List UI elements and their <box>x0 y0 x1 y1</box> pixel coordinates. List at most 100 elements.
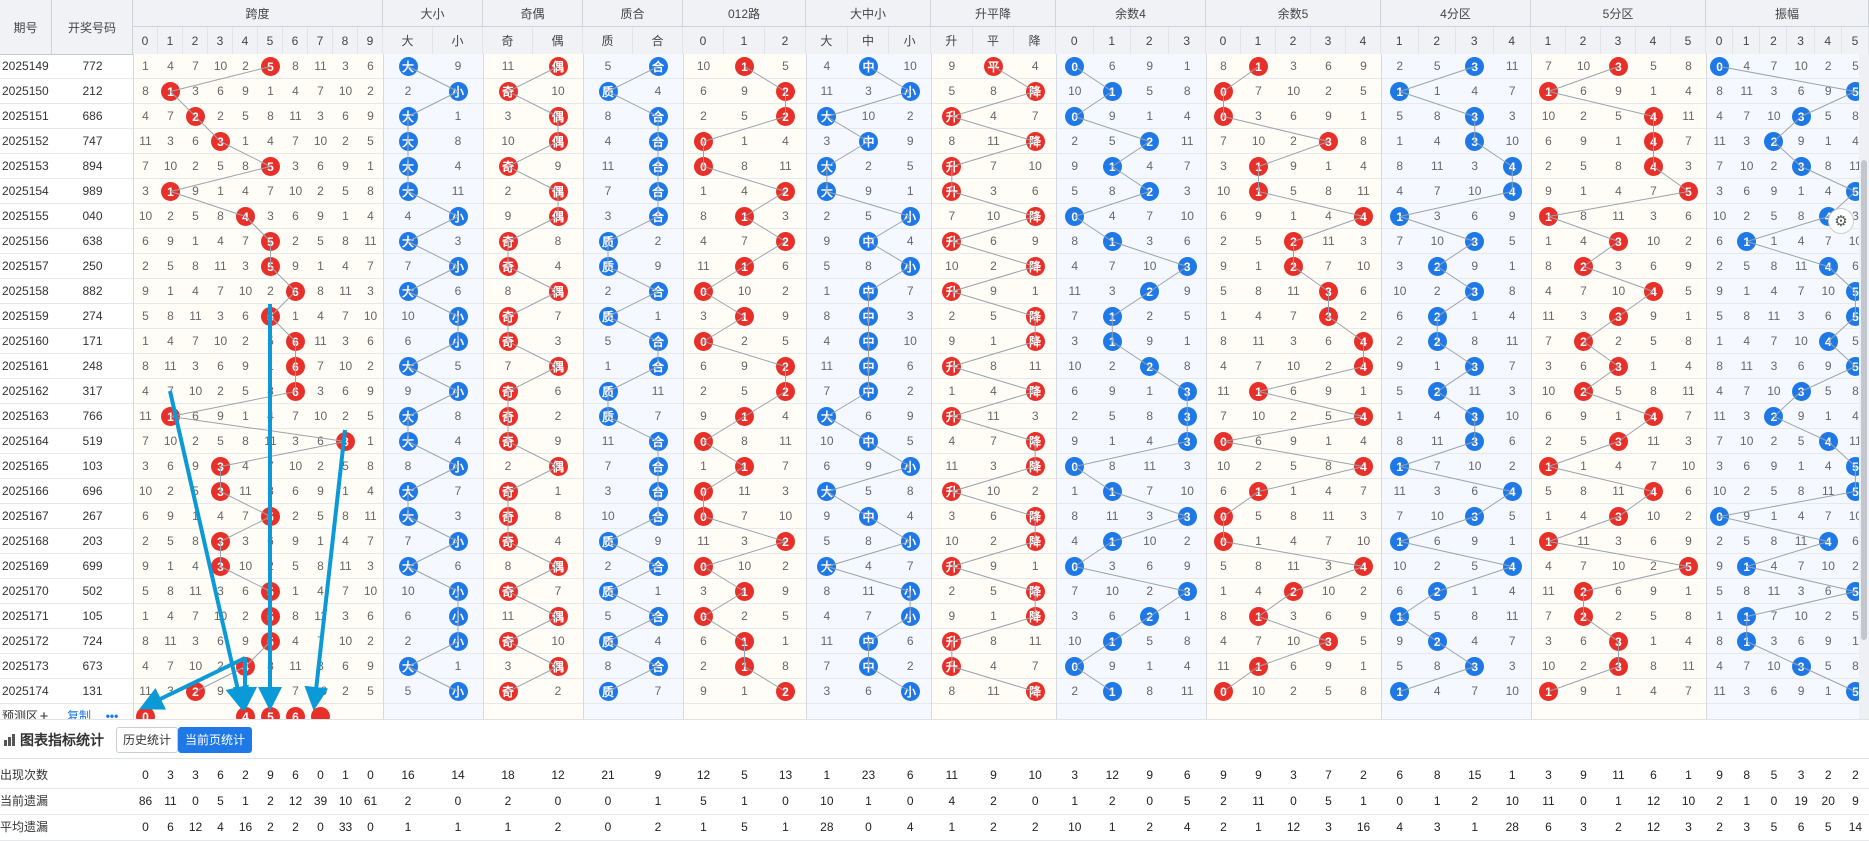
hit-ball: 大 <box>398 282 418 301</box>
prediction-add-icon[interactable]: + <box>39 708 49 719</box>
miss-value: 2 <box>700 659 707 673</box>
miss-value: 11 <box>1794 259 1808 273</box>
miss-value: 2 <box>1650 559 1657 573</box>
miss-value: 5 <box>1615 109 1622 123</box>
miss-value: 10 <box>1028 159 1042 173</box>
miss-value: 11 <box>364 509 377 523</box>
hit-ball: 4 <box>1502 482 1522 501</box>
miss-value: 10 <box>696 59 711 73</box>
prediction-ball[interactable]: 5 <box>261 707 280 719</box>
miss-value: 1 <box>1255 534 1262 548</box>
miss-value: 1 <box>554 484 562 498</box>
miss-value: 6 <box>1580 84 1587 98</box>
miss-value: 8 <box>1396 434 1404 448</box>
miss-value: 4 <box>1770 559 1778 573</box>
miss-value: 1 <box>1615 409 1622 423</box>
prediction-ball[interactable]: 0 <box>136 707 155 719</box>
miss-value: 6 <box>1108 609 1116 623</box>
miss-value: 10 <box>1505 409 1519 423</box>
tab-history-stats[interactable]: 历史统计 <box>116 727 179 753</box>
miss-value: 5 <box>1433 59 1441 73</box>
miss-value: 4 <box>167 609 174 623</box>
header-group-5: 大中小 <box>806 0 931 27</box>
hit-ball: 5 <box>1679 557 1698 576</box>
miss-value: 5 <box>1508 509 1516 523</box>
miss-value: 4 <box>267 134 274 148</box>
draw-number: 882 <box>82 284 103 298</box>
hit-ball: 1 <box>735 407 754 426</box>
miss-value: 9 <box>990 559 997 573</box>
miss-value: 4 <box>1685 634 1692 648</box>
hit-ball: 降 <box>1025 307 1045 326</box>
hit-ball: 3 <box>1465 57 1485 76</box>
hit-ball: 合 <box>648 657 668 676</box>
hit-ball: 质 <box>598 682 618 701</box>
miss-value: 6 <box>192 409 199 423</box>
miss-value: 11 <box>1252 334 1265 348</box>
table-row: 2025154 989 3 1 9 1 4 7 10 2 5 8 大 11 2 偶 7 合 1 4 2 大 9 1 升 3 6 5 8 2… <box>0 179 1869 204</box>
miss-value: 8 <box>1071 234 1079 248</box>
miss-value: 3 <box>1508 109 1516 123</box>
miss-value: 1 <box>1290 484 1297 498</box>
tab-current-page-stats[interactable]: 当前页统计 <box>178 727 253 753</box>
stats-value: 2 <box>267 820 274 834</box>
hit-ball: 中 <box>859 632 878 651</box>
stats-value: 5 <box>1770 768 1778 782</box>
hit-ball: 3 <box>1319 307 1338 326</box>
table-row: 2025169 699 9 1 4 3 10 2 5 8 11 3 大 6 8 偶 2 合 0 10 2 大 4 7 升 9 1 0 3… <box>0 554 1869 579</box>
miss-value: 4 <box>1615 459 1622 473</box>
miss-value: 8 <box>404 459 412 473</box>
hit-ball: 3 <box>1609 507 1628 526</box>
more-icon[interactable]: ••• <box>105 709 119 719</box>
issue-number: 2025168 <box>2 534 49 548</box>
stats-value: 1 <box>823 768 831 782</box>
miss-value: 1 <box>823 284 831 298</box>
miss-value: 5 <box>1433 609 1441 623</box>
stats-value: 8 <box>1433 768 1441 782</box>
copy-button[interactable]: 复制 <box>66 709 91 719</box>
settings-gear-icon[interactable]: ⚙ <box>1828 208 1854 234</box>
miss-value: 5 <box>1770 209 1778 223</box>
miss-value: 4 <box>167 334 174 348</box>
miss-value: 10 <box>737 284 752 298</box>
miss-value: 8 <box>292 609 299 623</box>
header-sub-1: 1 <box>158 27 183 54</box>
stats-value: 61 <box>363 794 378 808</box>
miss-value: 3 <box>292 434 299 448</box>
stats-value: 1 <box>504 820 512 834</box>
miss-value: 2 <box>1824 609 1832 623</box>
miss-value: 8 <box>192 259 199 273</box>
prediction-ball[interactable]: 4 <box>236 707 255 719</box>
miss-value: 8 <box>1183 84 1191 98</box>
miss-value: 10 <box>313 409 328 423</box>
miss-value: 4 <box>242 459 249 473</box>
miss-value: 1 <box>367 434 374 448</box>
hit-ball: 合 <box>648 107 668 126</box>
stats-value: 3 <box>167 768 174 782</box>
stats-value: 4 <box>1396 820 1404 834</box>
miss-value: 3 <box>192 359 199 373</box>
miss-value: 10 <box>1286 359 1301 373</box>
miss-value: 4 <box>317 309 324 323</box>
miss-value: 5 <box>990 584 997 598</box>
miss-value: 6 <box>1071 384 1079 398</box>
prediction-ball[interactable]: 6 <box>286 707 305 719</box>
hit-ball: 2 <box>1140 282 1160 301</box>
miss-value: 11 <box>1181 134 1194 148</box>
miss-value: 9 <box>1824 359 1832 373</box>
stats-value: 2 <box>1031 820 1039 834</box>
miss-value: 8 <box>142 359 149 373</box>
hit-ball: 2 <box>776 107 795 126</box>
miss-value: 9 <box>1255 209 1262 223</box>
miss-value: 6 <box>782 259 789 273</box>
miss-value: 3 <box>1146 234 1154 248</box>
miss-value: 8 <box>1770 259 1778 273</box>
table-row: 2025151 686 4 7 2 2 5 8 11 3 6 9 大 1 3 偶 8 合 2 5 2 大 10 2 升 4 7 0 9 1… <box>0 104 1869 129</box>
miss-value: 3 <box>267 209 274 223</box>
prediction-ball[interactable] <box>311 707 330 719</box>
miss-value: 6 <box>217 634 224 648</box>
miss-value: 4 <box>554 259 562 273</box>
scrollbar-thumb[interactable] <box>1861 160 1867 640</box>
miss-value: 6 <box>454 284 462 298</box>
miss-value: 1 <box>192 234 199 248</box>
